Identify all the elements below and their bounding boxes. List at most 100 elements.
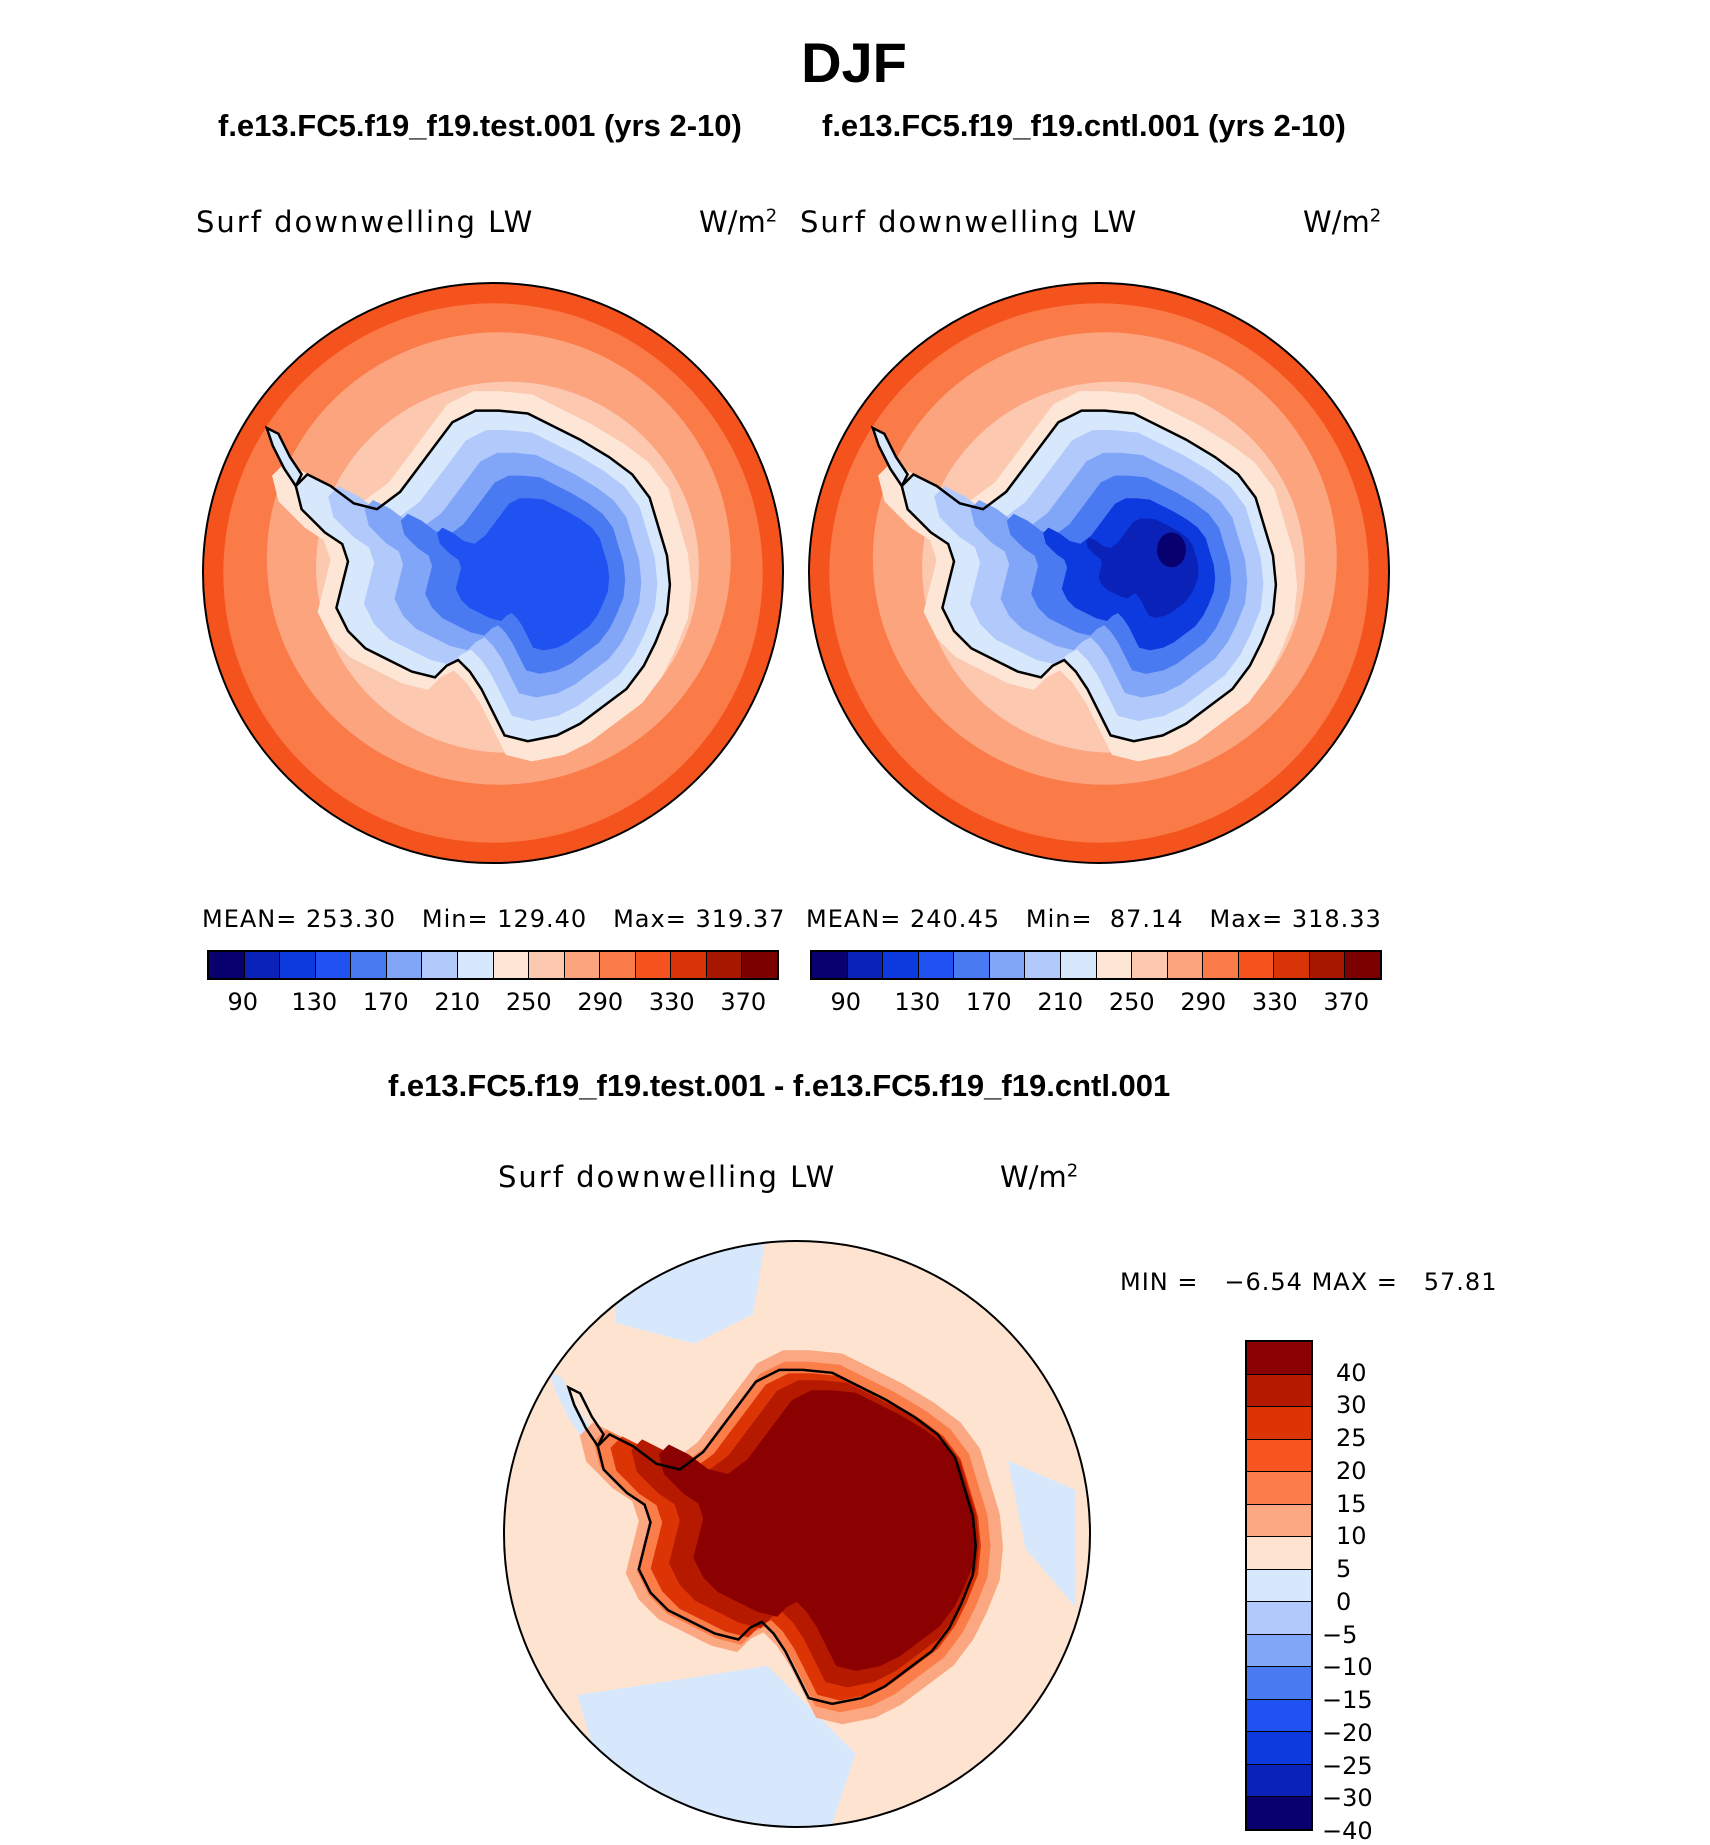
colorbar-swatch (1025, 952, 1061, 978)
map-border (202, 282, 784, 864)
colorbar-tick-label: 210 (434, 988, 481, 1016)
colorbar-swatch (954, 952, 990, 978)
colorbar-tick-label: −30 (1322, 1784, 1373, 1813)
colorbar-swatch (1247, 1797, 1311, 1829)
colorbar-tick-label: −10 (1322, 1653, 1373, 1682)
colorbar-tick-label: 25 (1336, 1424, 1367, 1453)
colorbar-tick-label: −15 (1322, 1686, 1373, 1715)
colorbar-swatch (1247, 1569, 1311, 1603)
test-variable-label: Surf downwelling LW (196, 205, 535, 239)
colorbar-tick-label: −25 (1322, 1751, 1373, 1780)
colorbar-swatch (812, 952, 848, 978)
colorbar-tick-label: 330 (648, 988, 695, 1016)
interior-minimum (1157, 532, 1186, 568)
colorbar-tick-label: 0 (1336, 1587, 1352, 1616)
coastline (596, 1368, 977, 1706)
colorbar-swatch (600, 952, 636, 978)
negative-region (1007, 1460, 1076, 1608)
colorbar-swatch (883, 952, 919, 978)
colorbar-tick-label: −5 (1322, 1620, 1358, 1649)
interior-band (437, 498, 610, 651)
colorbar-swatch (529, 952, 565, 978)
colorbar-tick-label: −20 (1322, 1718, 1373, 1747)
diff-colorbar (1245, 1340, 1313, 1831)
colorbar-tick-label: 370 (1323, 988, 1370, 1016)
diff-units: W/m2 (1000, 1160, 1079, 1194)
colorbar-swatch (564, 952, 601, 978)
colorbar-swatch (1096, 952, 1133, 978)
colorbar-swatch (1167, 952, 1204, 978)
colorbar-tick-label: 370 (720, 988, 767, 1016)
negative-region (548, 1371, 590, 1439)
positive-band (658, 1390, 977, 1671)
colorbar-swatch (1345, 952, 1380, 978)
coastline (294, 409, 672, 743)
diff-variable-label: Surf downwelling LW (498, 1160, 837, 1194)
colorbar-swatch (1247, 1602, 1311, 1635)
colorbar-tick-label: 170 (362, 988, 409, 1016)
colorbar-tick-label: 170 (965, 988, 1012, 1016)
colorbar-tick-label: 30 (1336, 1391, 1367, 1420)
colorbar-swatch (1203, 952, 1239, 978)
colorbar-swatch (1060, 952, 1097, 978)
colorbar-swatch (1247, 1472, 1311, 1505)
colorbar-tick-label: 290 (1180, 988, 1227, 1016)
colorbar-swatch (1247, 1407, 1311, 1440)
peninsula-coastline (566, 1385, 606, 1449)
colorbar-swatch (244, 952, 281, 978)
colorbar-swatch (1247, 1537, 1311, 1570)
colorbar-tick-label: 130 (291, 988, 338, 1016)
page-title: DJF (801, 31, 907, 94)
test-units: W/m2 (699, 205, 778, 239)
colorbar-tick-label: 210 (1037, 988, 1084, 1016)
colorbar-swatch (1247, 1439, 1311, 1473)
colorbar-swatch (847, 952, 884, 978)
colorbar-tick-label: 90 (227, 988, 259, 1016)
test-stats: MEAN= 253.30 Min= 129.40 Max= 319.37 (202, 905, 786, 933)
cntl-colorbar (810, 950, 1382, 980)
test-colorbar (207, 950, 779, 980)
colorbar-swatch (422, 952, 458, 978)
colorbar-tick-label: 10 (1336, 1522, 1367, 1551)
colorbar-tick-label: 130 (894, 988, 941, 1016)
test-map (202, 282, 784, 864)
colorbar-swatch (457, 952, 494, 978)
colorbar-swatch (671, 952, 707, 978)
cntl-stats: MEAN= 240.45 Min= 87.14 Max= 318.33 (806, 905, 1382, 933)
diff-colorbar-labels: 40 30 25 20 15 10 5 0 −5 −10 −15 −20 −25 −30 −40 (1322, 1340, 1422, 1845)
diff-case-title: f.e13.FC5.f19_f19.test.001 - f.e13.FC5.f… (388, 1068, 1171, 1103)
cntl-units: W/m2 (1303, 205, 1382, 239)
colorbar-swatch (742, 952, 777, 978)
colorbar-swatch (918, 952, 955, 978)
colorbar-tick-label: 5 (1336, 1555, 1352, 1584)
map-border (808, 282, 1390, 864)
cntl-case-title: f.e13.FC5.f19_f19.cntl.001 (yrs 2-10) (822, 108, 1346, 143)
colorbar-swatch (1247, 1342, 1311, 1375)
colorbar-swatch (1132, 952, 1168, 978)
colorbar-swatch (1247, 1699, 1311, 1733)
colorbar-swatch (1247, 1634, 1311, 1668)
colorbar-tick-label: 250 (505, 988, 552, 1016)
colorbar-swatch (1274, 952, 1310, 978)
colorbar-tick-label: 250 (1108, 988, 1155, 1016)
colorbar-swatch (1309, 952, 1346, 978)
colorbar-swatch (1247, 1732, 1311, 1765)
map-border (503, 1240, 1091, 1828)
colorbar-tick-label: 15 (1336, 1489, 1367, 1518)
colorbar-tick-label: 20 (1336, 1456, 1367, 1485)
colorbar-tick-label: 40 (1336, 1358, 1367, 1387)
peninsula-coastline (870, 425, 910, 489)
colorbar-swatch (280, 952, 316, 978)
colorbar-tick-label: 290 (577, 988, 624, 1016)
colorbar-swatch (493, 952, 530, 978)
colorbar-tick-label: 90 (830, 988, 862, 1016)
colorbar-swatch (706, 952, 743, 978)
colorbar-swatch (635, 952, 672, 978)
colorbar-swatch (1247, 1764, 1311, 1798)
colorbar-swatch (386, 952, 423, 978)
colorbar-swatch (989, 952, 1026, 978)
colorbar-swatch (315, 952, 352, 978)
cntl-map (808, 282, 1390, 864)
colorbar-swatch (1247, 1374, 1311, 1408)
